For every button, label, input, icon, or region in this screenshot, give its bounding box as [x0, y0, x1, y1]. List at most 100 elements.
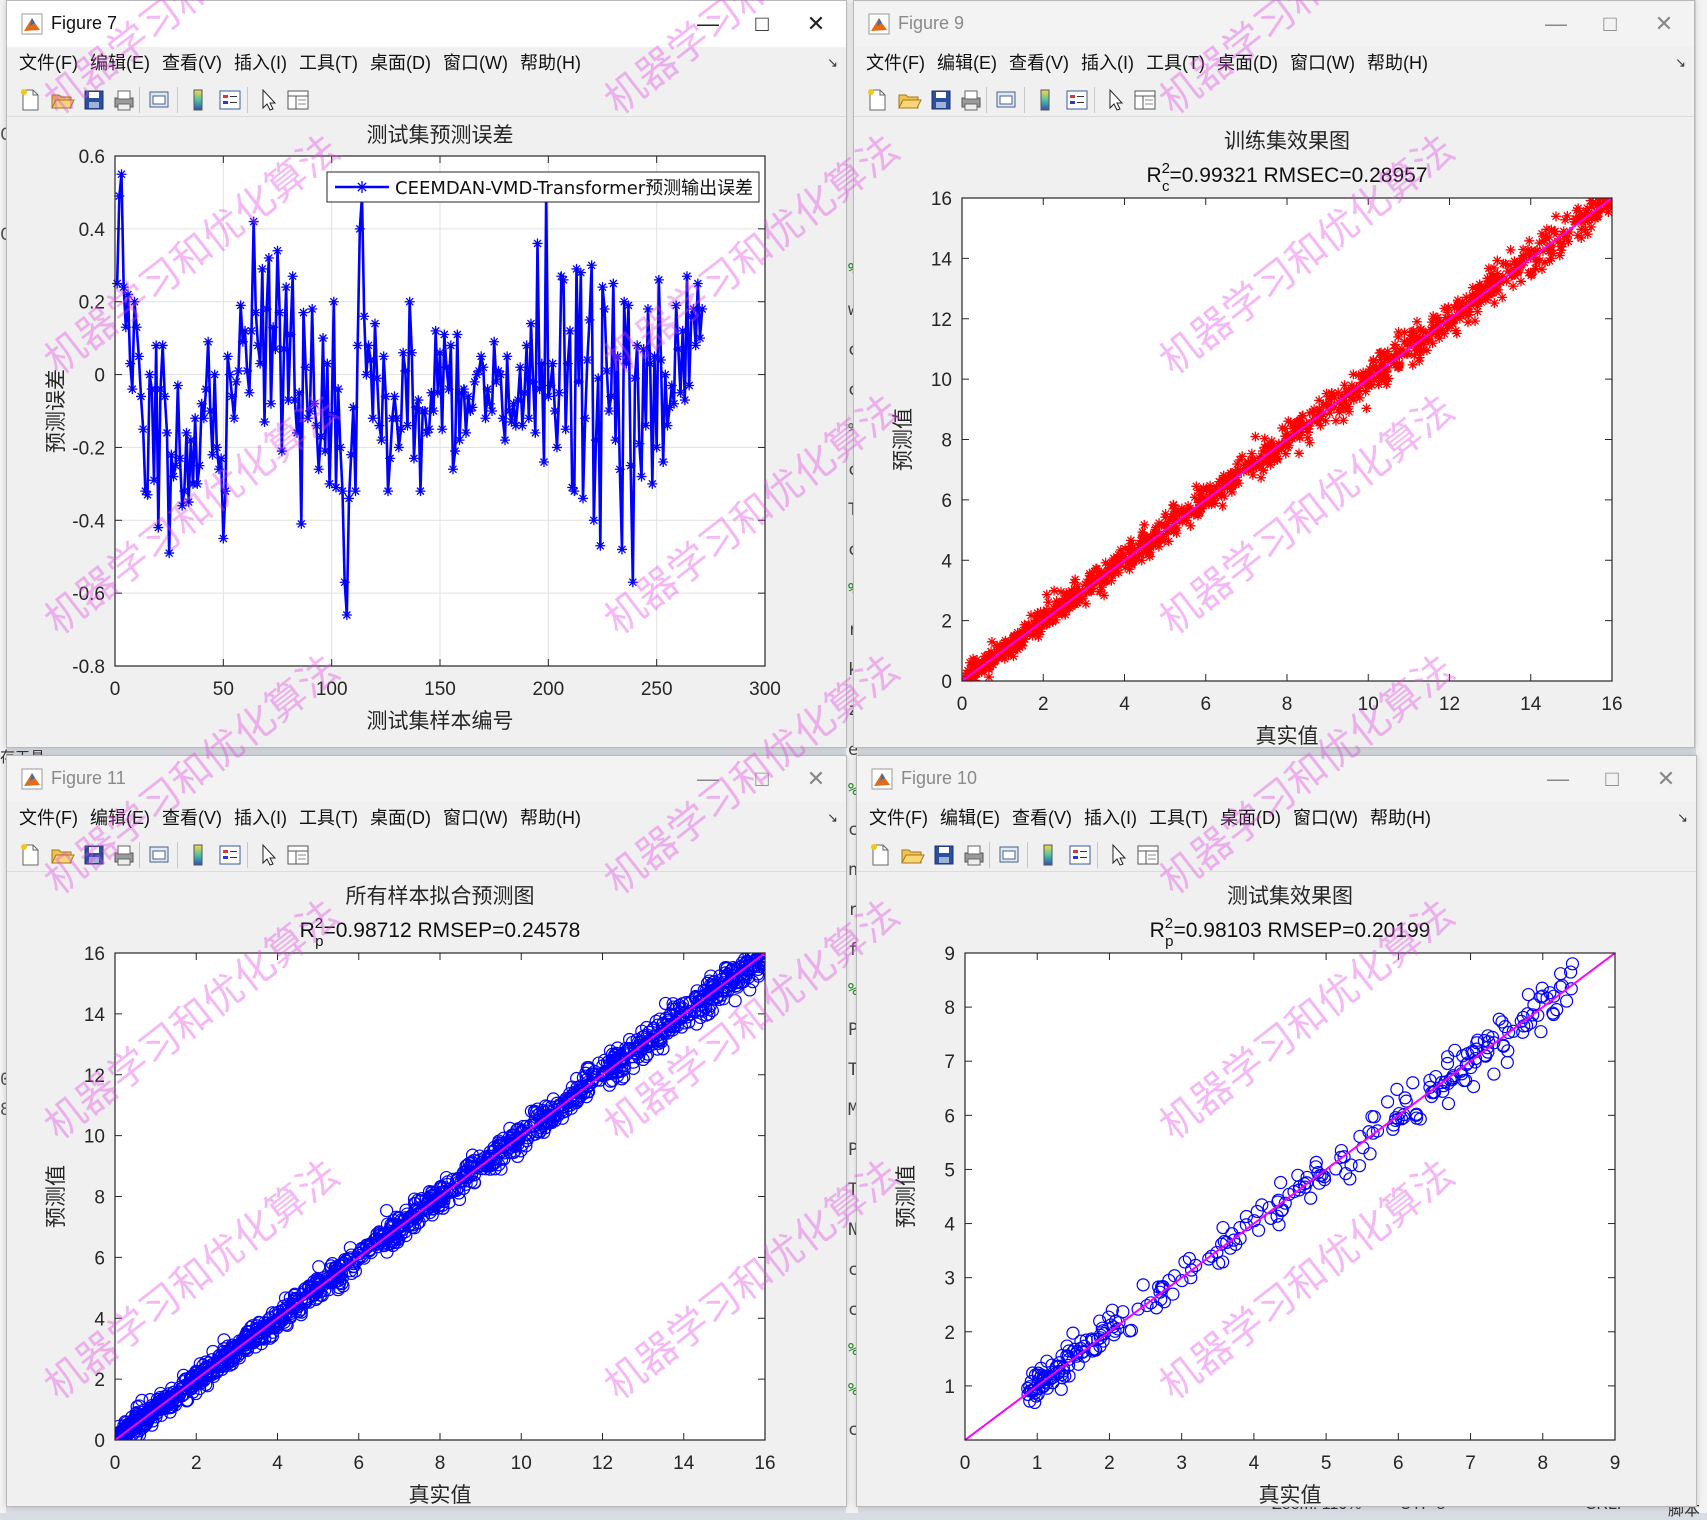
menu-file[interactable]: 文件(F) [866, 53, 925, 73]
save-icon[interactable] [81, 87, 107, 113]
close-icon[interactable]: ✕ [806, 766, 826, 791]
open-file-icon[interactable] [49, 87, 75, 113]
legend-icon[interactable] [1067, 842, 1093, 868]
data-point [1592, 207, 1603, 218]
close-icon[interactable]: ✕ [806, 11, 826, 36]
menu-tools[interactable]: 工具(T) [298, 808, 358, 828]
new-figure-icon[interactable] [17, 842, 43, 868]
close-icon[interactable]: ✕ [1654, 11, 1674, 36]
menu-file[interactable]: 文件(F) [19, 53, 78, 73]
open-file-icon[interactable] [896, 87, 922, 113]
minimize-icon[interactable]: — [697, 11, 719, 36]
menu-help[interactable]: 帮助(H) [1366, 53, 1428, 73]
menu-edit[interactable]: 编辑(E) [939, 808, 1000, 828]
menu-file[interactable]: 文件(F) [869, 808, 928, 828]
menu-insert[interactable]: 插入(I) [1083, 808, 1137, 828]
title-bar[interactable]: Figure 10 — □ ✕ [857, 756, 1696, 802]
legend-icon[interactable] [217, 842, 243, 868]
menu-help[interactable]: 帮助(H) [519, 808, 581, 828]
pointer-icon[interactable] [1105, 842, 1131, 868]
legend[interactable]: CEEMDAN-VMD-Transformer预测输出误差 [326, 171, 760, 203]
print-preview-icon[interactable] [994, 87, 1020, 113]
pointer-icon[interactable] [255, 87, 281, 113]
menu-tools[interactable]: 工具(T) [298, 53, 358, 73]
print-icon[interactable] [961, 842, 987, 868]
menu-view[interactable]: 查看(V) [161, 808, 222, 828]
figure-window[interactable]: Figure 10 — □ ✕ 文件(F) 编辑(E) 查看(V) 插入(I) 工具(T… [856, 755, 1697, 1507]
menu-dock-arrow-icon[interactable]: ↘ [827, 55, 838, 70]
colorbar-icon[interactable] [1032, 87, 1058, 113]
figure-window[interactable]: Figure 7 — □ ✕ 文件(F) 编辑(E) 查看(V) 插入(I) 工具(T)… [6, 0, 847, 748]
menu-edit[interactable]: 编辑(E) [89, 808, 150, 828]
menu-help[interactable]: 帮助(H) [1369, 808, 1431, 828]
print-icon[interactable] [111, 842, 137, 868]
data-point [673, 344, 684, 355]
property-editor-icon[interactable] [285, 842, 311, 868]
legend-icon[interactable] [217, 87, 243, 113]
open-file-icon[interactable] [899, 842, 925, 868]
menu-view[interactable]: 查看(V) [1008, 53, 1069, 73]
menu-desktop[interactable]: 桌面(D) [1216, 53, 1278, 73]
menu-tools[interactable]: 工具(T) [1148, 808, 1208, 828]
print-icon[interactable] [958, 87, 984, 113]
minimize-icon[interactable]: — [697, 766, 719, 791]
print-preview-icon[interactable] [997, 842, 1023, 868]
legend-icon[interactable] [1064, 87, 1090, 113]
property-editor-icon[interactable] [285, 87, 311, 113]
new-figure-icon[interactable] [864, 87, 890, 113]
toolbar-separator [1024, 87, 1025, 113]
menu-window[interactable]: 窗口(W) [1292, 808, 1358, 828]
colorbar-icon[interactable] [1035, 842, 1061, 868]
data-point [660, 369, 671, 380]
title-bar[interactable]: Figure 9 — □ ✕ [854, 1, 1694, 47]
menu-desktop[interactable]: 桌面(D) [1219, 808, 1281, 828]
menu-help[interactable]: 帮助(H) [519, 53, 581, 73]
menu-window[interactable]: 窗口(W) [1289, 53, 1355, 73]
menu-dock-arrow-icon[interactable]: ↘ [1675, 55, 1686, 70]
menu-view[interactable]: 查看(V) [161, 53, 222, 73]
print-preview-icon[interactable] [147, 87, 173, 113]
menu-dock-arrow-icon[interactable]: ↘ [1677, 810, 1688, 825]
title-bar[interactable]: Figure 11 — □ ✕ [7, 756, 846, 802]
menu-insert[interactable]: 插入(I) [1080, 53, 1134, 73]
minimize-icon[interactable]: — [1545, 11, 1567, 36]
menu-tools[interactable]: 工具(T) [1145, 53, 1205, 73]
figure-window[interactable]: Figure 9 — □ ✕ 文件(F) 编辑(E) 查看(V) 插入(I) 工具(T)… [853, 0, 1695, 748]
maximize-icon[interactable]: □ [1603, 11, 1617, 36]
save-icon[interactable] [928, 87, 954, 113]
minimize-icon[interactable]: — [1547, 766, 1569, 791]
figure-window[interactable]: Figure 11 — □ ✕ 文件(F) 编辑(E) 查看(V) 插入(I) 工具(T… [6, 755, 847, 1507]
open-file-icon[interactable] [49, 842, 75, 868]
menu-edit[interactable]: 编辑(E) [89, 53, 150, 73]
data-point [669, 398, 679, 409]
colorbar-icon[interactable] [185, 842, 211, 868]
save-icon[interactable] [81, 842, 107, 868]
new-figure-icon[interactable] [17, 87, 43, 113]
property-editor-icon[interactable] [1135, 842, 1161, 868]
data-point [250, 1319, 264, 1333]
pointer-icon[interactable] [255, 842, 281, 868]
print-preview-icon[interactable] [147, 842, 173, 868]
title-bar[interactable]: Figure 7 — □ ✕ [7, 1, 846, 47]
maximize-icon[interactable]: □ [755, 11, 769, 36]
close-icon[interactable]: ✕ [1656, 766, 1676, 791]
new-figure-icon[interactable] [867, 842, 893, 868]
menu-window[interactable]: 窗口(W) [442, 808, 508, 828]
print-icon[interactable] [111, 87, 137, 113]
menu-dock-arrow-icon[interactable]: ↘ [827, 810, 838, 825]
menu-insert[interactable]: 插入(I) [233, 808, 287, 828]
menu-edit[interactable]: 编辑(E) [936, 53, 997, 73]
menu-insert[interactable]: 插入(I) [233, 53, 287, 73]
menu-window[interactable]: 窗口(W) [442, 53, 508, 73]
colorbar-icon[interactable] [185, 87, 211, 113]
menu-file[interactable]: 文件(F) [19, 808, 78, 828]
maximize-icon[interactable]: □ [755, 766, 769, 791]
data-point [654, 1035, 668, 1049]
menu-view[interactable]: 查看(V) [1011, 808, 1072, 828]
menu-desktop[interactable]: 桌面(D) [369, 53, 431, 73]
save-icon[interactable] [931, 842, 957, 868]
pointer-icon[interactable] [1102, 87, 1128, 113]
maximize-icon[interactable]: □ [1605, 766, 1619, 791]
menu-desktop[interactable]: 桌面(D) [369, 808, 431, 828]
property-editor-icon[interactable] [1132, 87, 1158, 113]
